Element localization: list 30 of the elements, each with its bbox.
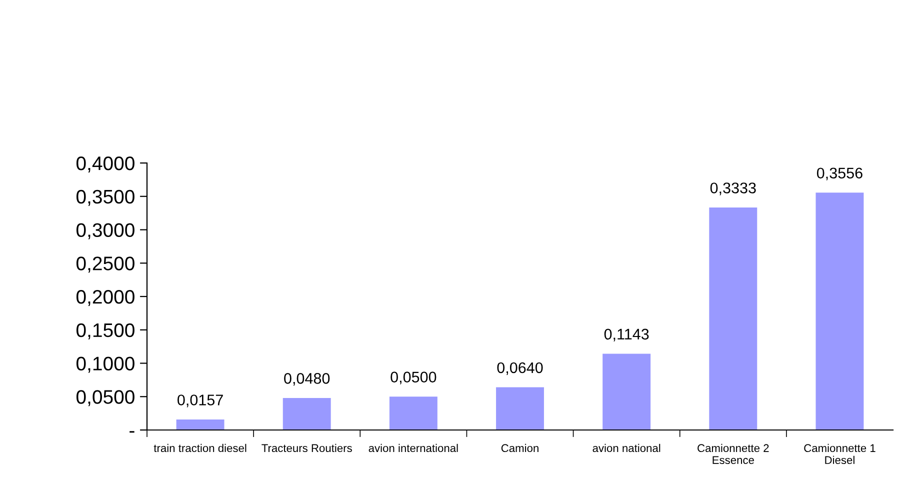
x-tick-label: Camionnette 1 Diesel (804, 444, 876, 464)
bar (389, 396, 438, 430)
y-tick-label: 0,3500 (76, 190, 134, 206)
data-label: 0,0500 (390, 372, 436, 384)
bar (496, 387, 544, 430)
x-tick-label: avion national (592, 444, 660, 452)
x-tick-label: Tracteurs Routiers (262, 444, 352, 452)
y-tick-label: 0,1500 (76, 323, 134, 340)
y-tick-label: 0,4000 (76, 156, 134, 173)
data-label: 0,0157 (178, 394, 223, 408)
data-label: 0,1143 (604, 328, 649, 342)
data-label: 0,3333 (710, 182, 756, 196)
bar (176, 420, 224, 430)
data-label: 0,3556 (816, 168, 862, 180)
y-tick-label: 0,2500 (76, 256, 134, 273)
data-label: 0,0640 (497, 362, 543, 375)
y-tick-label: 0,1000 (76, 356, 134, 373)
y-tick-label: - (130, 431, 134, 433)
x-tick-label: avion international (368, 444, 458, 452)
x-tick-label: train traction diesel (154, 444, 246, 452)
y-tick-label: 0,3000 (76, 223, 134, 240)
x-tick-label: Camion (501, 444, 538, 452)
bar (816, 192, 864, 430)
bar (709, 208, 758, 430)
data-label: 0,0480 (284, 373, 330, 386)
y-tick-label: 0,0500 (76, 390, 134, 406)
x-tick-label: Camionnette 2 Essence (698, 444, 769, 464)
bar (282, 398, 331, 430)
y-tick-label: 0,2000 (76, 290, 134, 306)
bar (602, 354, 651, 430)
